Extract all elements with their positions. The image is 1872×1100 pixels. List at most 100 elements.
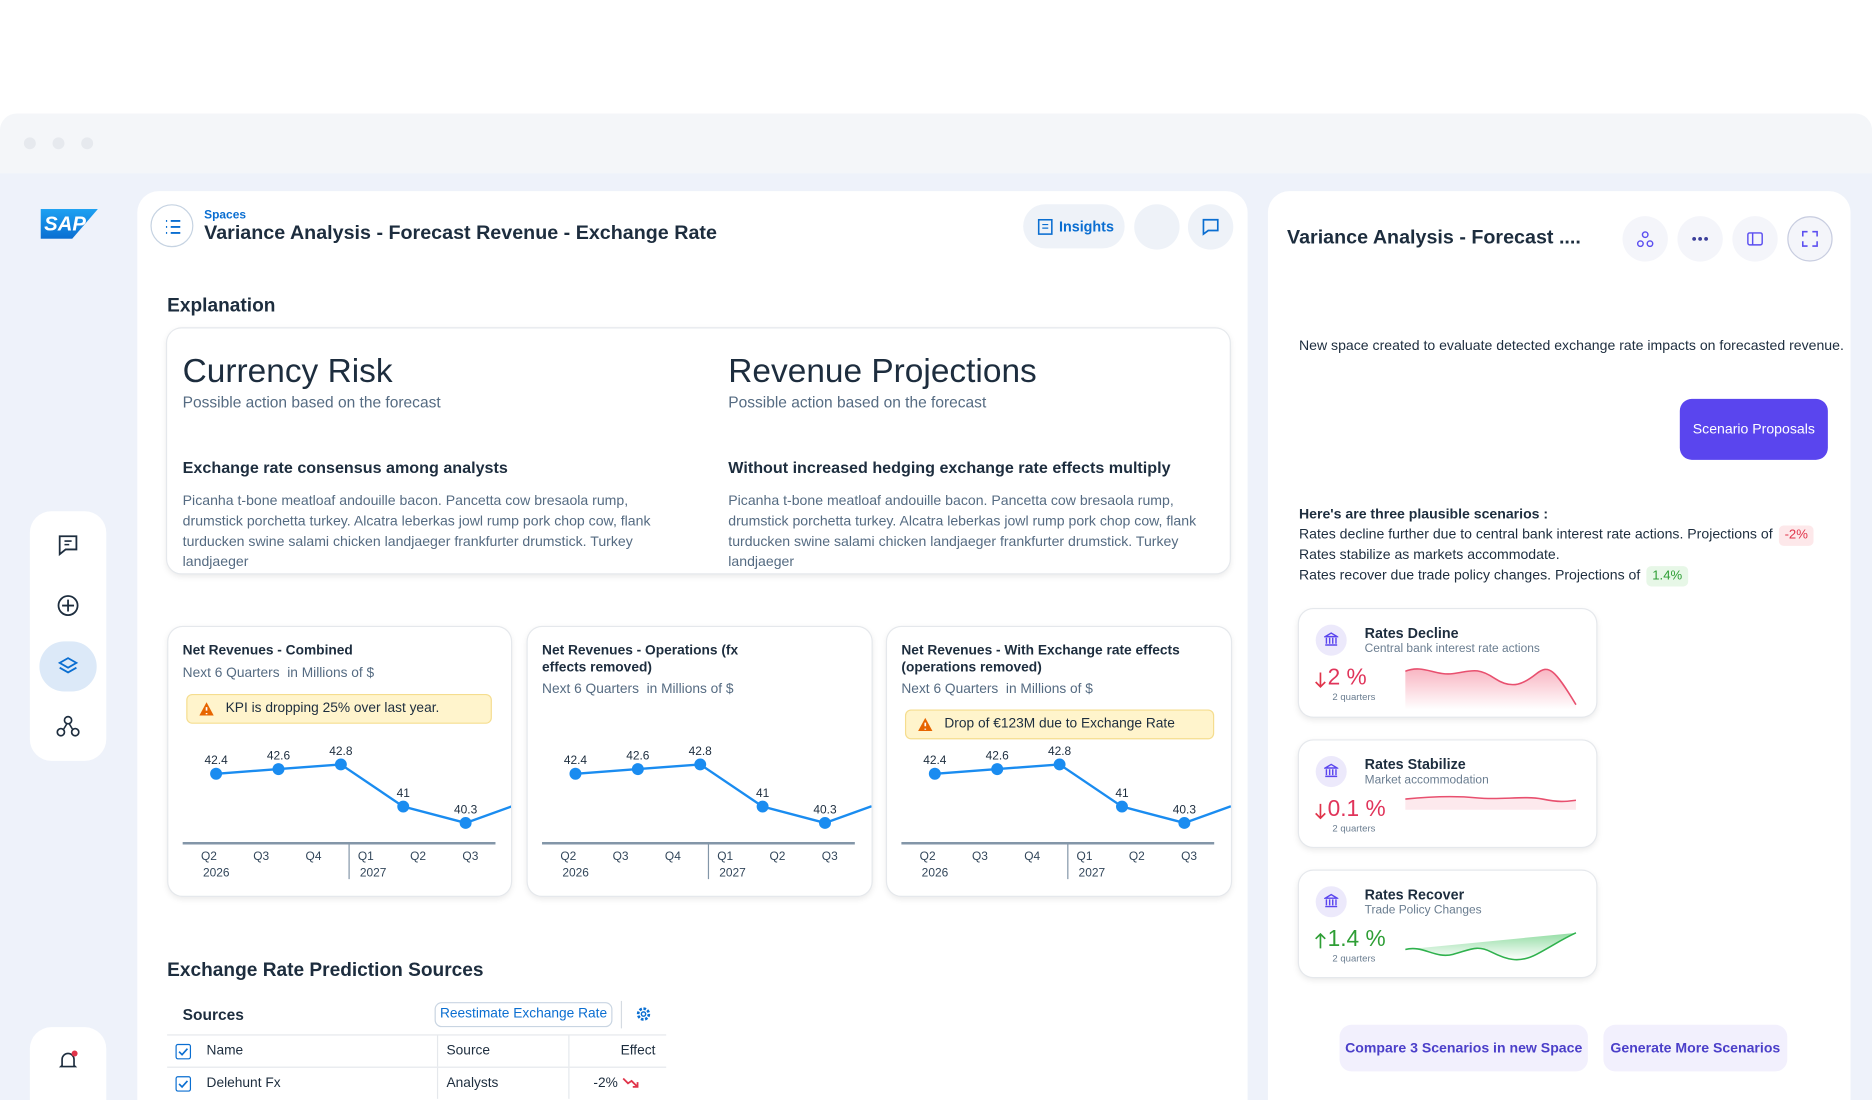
panel-button[interactable] — [1622, 216, 1668, 262]
nav-icon[interactable] — [56, 655, 80, 679]
checkbox[interactable] — [175, 1076, 192, 1092]
alert-text: KPI is dropping 25% over last year. — [225, 701, 440, 716]
chart-title: Net Revenues - Operations (fx effects re… — [542, 643, 739, 675]
point — [1178, 816, 1191, 829]
action-button[interactable]: Generate More Scenarios — [1603, 1024, 1788, 1072]
chart-subtitle: Next 6 Quarters in Millions of $ — [901, 682, 1093, 697]
cell: Delehunt Fx — [206, 1076, 281, 1091]
x-tick-label: Q3 — [972, 849, 988, 863]
x-tick-label: Q2 — [201, 849, 217, 863]
panel-button[interactable] — [1787, 216, 1833, 262]
data-label: 41 — [1115, 786, 1129, 800]
scenario-proposals-button[interactable]: Scenario Proposals — [1679, 398, 1828, 460]
point — [694, 758, 707, 771]
column-body: Picanha t-bone meatloaf andouille bacon.… — [728, 492, 1197, 570]
sparkline — [1405, 932, 1577, 961]
scenario-card[interactable]: Rates Recover Trade Policy Changes 1.4 %… — [1298, 870, 1597, 978]
data-label: 42.8 — [329, 744, 353, 758]
x-tick-label: Q2 — [920, 849, 936, 863]
scenario-subtitle: Central bank interest rate actions — [1364, 642, 1540, 656]
table-header: Name Source Effect — [167, 1034, 667, 1067]
column-subtitle: Possible action based on the forecast — [182, 392, 441, 411]
x-tick-label: Q3 — [462, 849, 478, 863]
scenario-title: Rates Recover — [1364, 886, 1465, 903]
badge: 1.4% — [1646, 566, 1689, 587]
point — [991, 763, 1004, 776]
notification-icon[interactable] — [56, 1049, 80, 1073]
line — [934, 763, 1185, 825]
x-year-label: 2027 — [719, 866, 746, 880]
chart-subtitle: Next 6 Quarters in Millions of $ — [182, 666, 375, 681]
window-dot — [52, 137, 65, 150]
x-tick-label: Q1 — [358, 849, 374, 863]
x-tick-label: Q3 — [613, 849, 629, 863]
checkbox[interactable] — [175, 1043, 192, 1060]
header-button[interactable] — [1187, 204, 1234, 250]
panel-button[interactable] — [1732, 216, 1778, 262]
cell: Analysts — [446, 1076, 499, 1091]
insights-button[interactable]: Insights — [1023, 204, 1125, 249]
line-continuation — [1183, 805, 1231, 825]
cell: -2% — [593, 1076, 618, 1091]
point — [1053, 758, 1066, 771]
chart-title: Net Revenues - Combined — [182, 643, 353, 659]
x-year-label: 2027 — [1079, 866, 1106, 880]
insights-label[interactable]: Insights — [1058, 218, 1114, 236]
panel-button[interactable] — [1677, 216, 1723, 262]
x-year-label: 2026 — [922, 866, 949, 880]
nav-selected[interactable] — [39, 641, 97, 692]
column-body: Picanha t-bone meatloaf andouille bacon.… — [182, 492, 651, 570]
section-heading: Explanation — [167, 296, 276, 317]
x-tick-label: Q2 — [770, 849, 786, 863]
x-tick-label: Q3 — [1181, 849, 1197, 863]
reestimate-button[interactable]: Reestimate Exchange Rate — [434, 1002, 613, 1028]
x-tick-label: Q1 — [717, 849, 733, 863]
x-tick-label: Q1 — [1077, 849, 1093, 863]
data-label: 42.4 — [564, 753, 588, 767]
scenario-period: 2 quarters — [1332, 822, 1376, 834]
x-tick-label: Q4 — [306, 849, 322, 863]
x-tick-label: Q2 — [1129, 849, 1145, 863]
action-button[interactable]: Compare 3 Scenarios in new Space — [1339, 1024, 1588, 1072]
scenario-card[interactable]: Rates Decline Central bank interest rate… — [1298, 609, 1597, 717]
scenario-line: Rates decline further due to central ban… — [1298, 524, 1814, 546]
x-tick-label: Q3 — [253, 849, 269, 863]
data-label: 42.8 — [1048, 744, 1072, 758]
breadcrumb[interactable]: Spaces — [204, 209, 246, 223]
explanation-column: Revenue Projections Possible action base… — [728, 352, 1229, 572]
header-button[interactable] — [1134, 204, 1180, 250]
x-tick-label: Q2 — [410, 849, 426, 863]
data-label: 42.6 — [626, 749, 650, 763]
scenario-card[interactable]: Rates Stabilize Market accommodation 0.1… — [1298, 740, 1597, 847]
list-button[interactable] — [150, 204, 194, 248]
x-tick-label: Q4 — [665, 849, 681, 863]
line-text: Rates decline further due to central ban… — [1298, 525, 1773, 543]
scenario-value: 0.1 % — [1327, 796, 1386, 822]
settings-icon[interactable] — [635, 1006, 652, 1023]
page-title: Variance Analysis - Forecast Revenue - E… — [204, 222, 717, 244]
data-label: 41 — [397, 786, 411, 800]
nav-bottom — [29, 1027, 107, 1100]
column-heading: Exchange rate consensus among analysts — [182, 458, 508, 477]
data-label: 40.3 — [813, 802, 837, 816]
x-year-label: 2026 — [562, 866, 589, 880]
column-heading: Without increased hedging exchange rate … — [728, 458, 1171, 477]
sparkline — [1405, 668, 1577, 710]
nav-icon[interactable] — [56, 534, 80, 558]
line-chart: Q2 2026 Q3 Q4 Q1 2027 Q2 Q3 42.4 42.6 42.8 41 40.3 — [542, 744, 872, 880]
chart-card: Net Revenues - With Exchange rate effect… — [887, 627, 1231, 896]
point — [756, 800, 769, 813]
scenario-intro: Here's are three plausible scenarios : — [1298, 505, 1549, 522]
x-year-label: 2026 — [203, 866, 230, 880]
data-label: 41 — [756, 786, 770, 800]
explanation-card: Currency Risk Possible action based on t… — [167, 328, 1230, 574]
nav-icon[interactable] — [56, 714, 80, 738]
line — [216, 763, 466, 825]
nav-icon[interactable] — [56, 594, 80, 618]
scenario-period: 2 quarters — [1332, 953, 1376, 964]
alert-text: Drop of €123M due to Exchange Rate — [944, 716, 1175, 731]
table-row[interactable]: Delehunt Fx Analysts -2% — [167, 1066, 667, 1099]
data-label: 40.3 — [1173, 802, 1197, 816]
